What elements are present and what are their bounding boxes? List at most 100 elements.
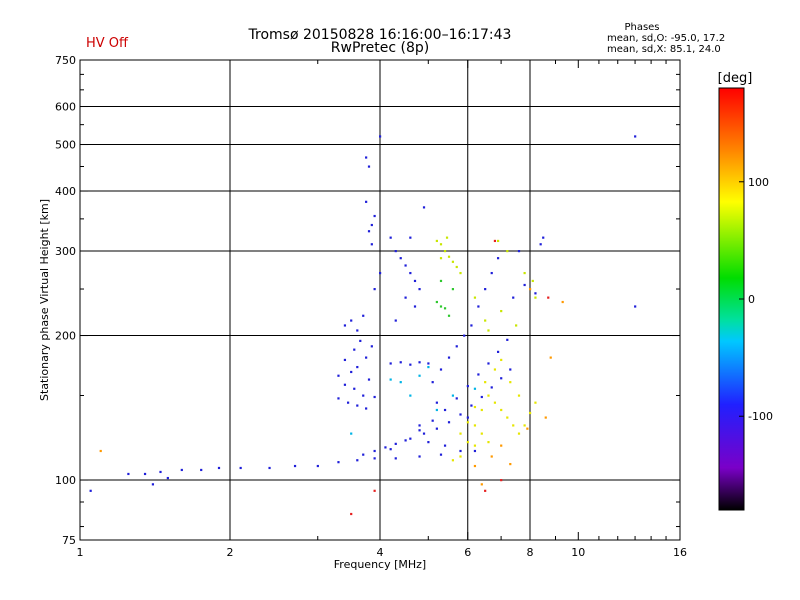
data-point <box>459 271 462 275</box>
data-point <box>470 404 473 407</box>
data-point <box>547 296 550 299</box>
data-point <box>370 243 373 246</box>
data-point <box>466 441 469 444</box>
y-tick-label: 200 <box>55 330 76 343</box>
data-point <box>394 319 397 322</box>
data-point <box>473 464 477 468</box>
data-point <box>353 348 356 351</box>
data-point <box>99 449 102 453</box>
y-tick-label: 400 <box>55 185 76 198</box>
data-point <box>544 416 547 419</box>
data-point <box>473 444 477 447</box>
data-point <box>487 441 490 444</box>
data-point <box>337 461 340 464</box>
data-point <box>389 378 392 381</box>
data-point <box>373 449 376 453</box>
data-point <box>487 362 490 365</box>
data-point <box>373 395 376 399</box>
data-point <box>439 453 443 456</box>
data-point <box>365 356 368 359</box>
data-point <box>370 223 373 227</box>
data-point <box>506 250 509 253</box>
chart-title: Tromsø 20150828 16:16:00–16:17:43 <box>248 27 512 43</box>
data-point <box>217 466 221 470</box>
data-point <box>480 395 483 399</box>
colorbar-tick-label: -100 <box>748 410 773 423</box>
data-point <box>367 165 371 168</box>
data-point <box>526 427 529 430</box>
data-point <box>373 457 376 460</box>
data-point <box>362 394 365 397</box>
data-point <box>500 358 503 362</box>
data-point <box>418 455 421 458</box>
data-point <box>89 489 92 492</box>
data-point <box>500 309 503 313</box>
colorbar-label: [deg] <box>718 71 753 86</box>
chart-subtitle: RwPretec (8p) <box>330 40 430 56</box>
data-point <box>439 305 443 308</box>
data-point <box>435 300 438 304</box>
data-point <box>500 377 503 380</box>
data-point <box>473 405 477 409</box>
data-point <box>373 288 376 291</box>
data-point <box>356 365 359 369</box>
data-point <box>422 432 426 435</box>
data-point <box>506 416 509 419</box>
x-tick-label: 10 <box>571 546 585 559</box>
data-point <box>394 442 397 445</box>
data-point <box>350 432 353 435</box>
data-point <box>493 368 497 371</box>
data-point <box>409 363 412 366</box>
data-point <box>634 135 637 138</box>
data-point <box>443 408 447 412</box>
data-point <box>431 381 434 384</box>
data-point <box>484 489 487 492</box>
data-point <box>384 446 387 449</box>
data-point <box>362 314 365 317</box>
data-point <box>473 387 477 390</box>
colorbar-tick-label: 100 <box>748 176 769 189</box>
data-point <box>337 374 340 377</box>
data-point <box>447 421 451 424</box>
data-point <box>466 421 469 424</box>
data-point <box>431 419 434 422</box>
x-tick-label: 4 <box>377 546 384 559</box>
data-point <box>506 338 509 341</box>
data-point <box>350 370 353 374</box>
data-point <box>473 296 477 299</box>
data-point <box>166 476 169 480</box>
phases-o-stats: mean, sd,O: -95.0, 17.2 <box>607 33 726 44</box>
data-point <box>534 296 537 299</box>
data-point <box>477 305 480 308</box>
y-tick-label: 100 <box>55 474 76 487</box>
data-point <box>418 361 421 364</box>
data-point <box>455 397 458 400</box>
data-point <box>350 319 353 322</box>
data-point <box>394 250 397 253</box>
data-point <box>445 236 449 239</box>
data-point <box>343 324 347 327</box>
data-point <box>180 468 183 472</box>
y-tick-label: 300 <box>55 245 76 258</box>
data-point <box>399 257 402 260</box>
data-point <box>473 424 477 427</box>
data-point <box>359 339 362 343</box>
data-point <box>496 350 500 353</box>
data-point <box>509 368 512 371</box>
data-point <box>480 432 483 435</box>
data-point <box>293 464 297 468</box>
data-point <box>512 424 515 427</box>
y-tick-label: 600 <box>55 101 76 114</box>
data-point <box>394 457 397 460</box>
data-point <box>316 464 319 468</box>
data-point <box>435 239 438 243</box>
data-point <box>353 387 356 390</box>
data-point <box>356 329 359 332</box>
data-point <box>500 479 503 482</box>
x-tick-label: 6 <box>464 546 471 559</box>
phases-x-stats: mean, sd,X: 85.1, 24.0 <box>607 44 721 55</box>
data-point <box>487 394 490 397</box>
data-point <box>379 135 382 138</box>
data-point <box>159 470 162 474</box>
data-point <box>517 432 521 435</box>
